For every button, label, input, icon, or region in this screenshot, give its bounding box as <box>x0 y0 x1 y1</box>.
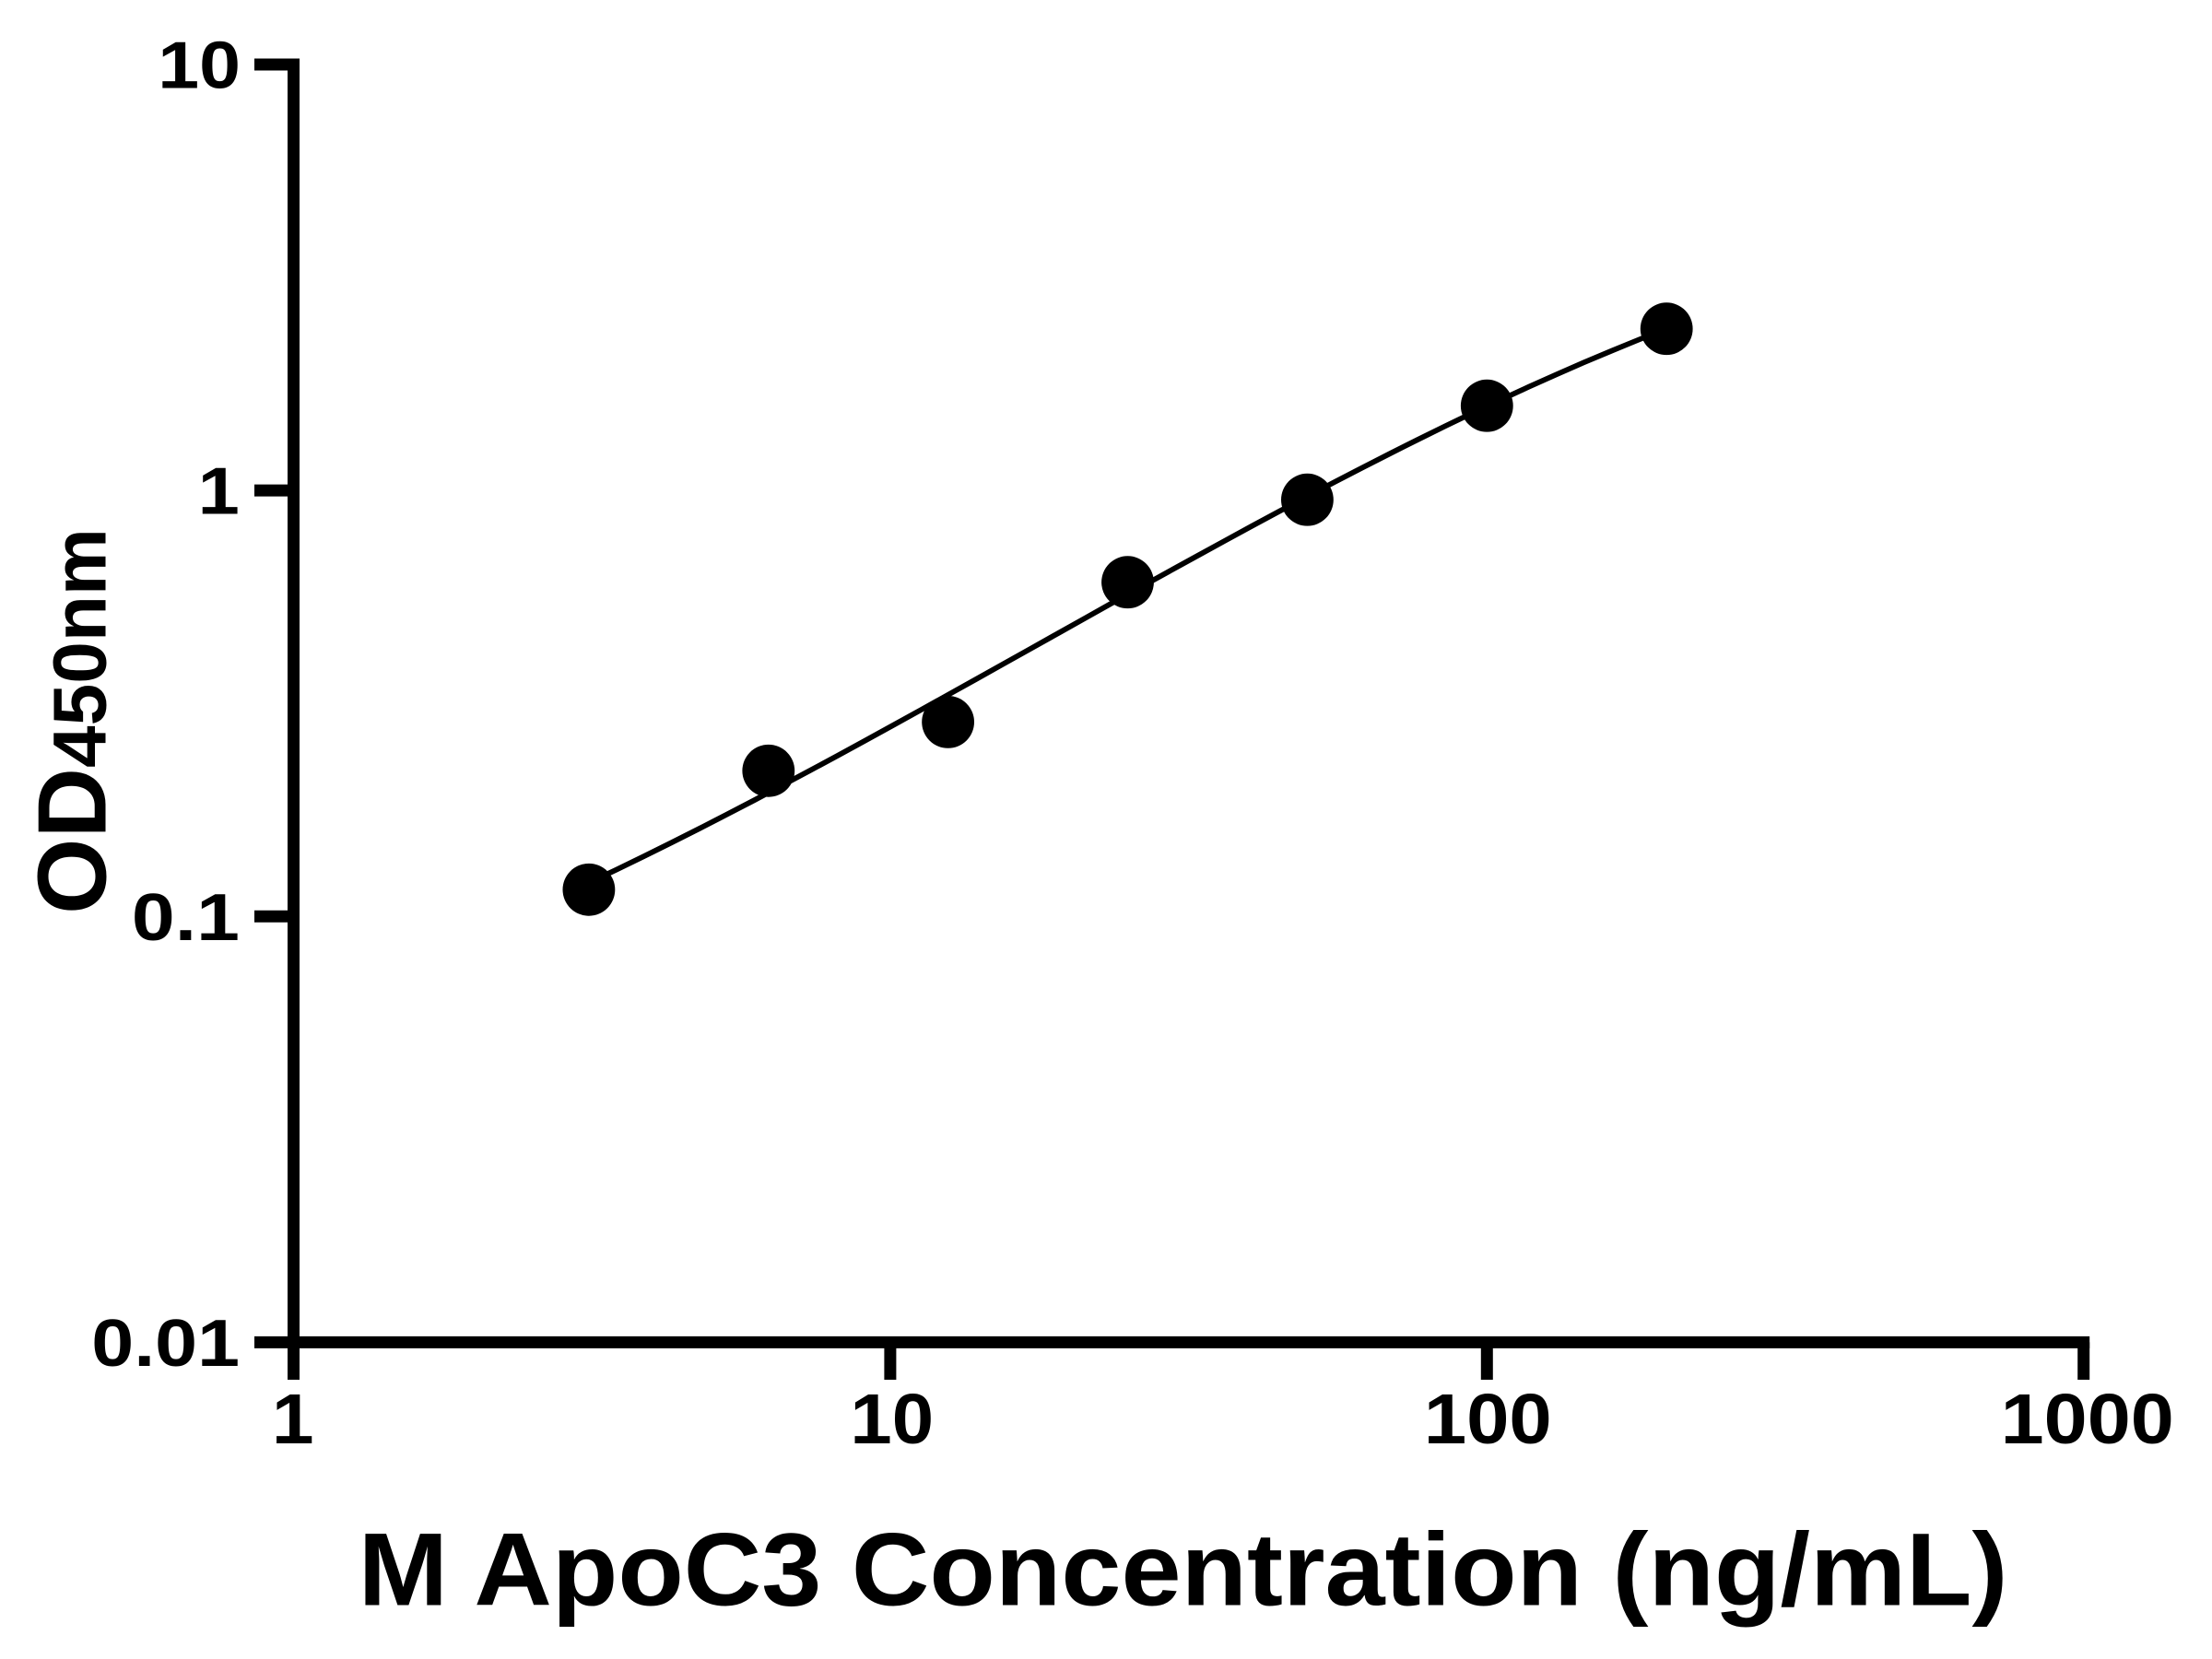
svg-text:0.01: 0.01 <box>91 1307 240 1381</box>
svg-text:1: 1 <box>198 455 240 529</box>
svg-text:1000: 1000 <box>2001 1380 2174 1459</box>
svg-text:100: 100 <box>1424 1380 1552 1459</box>
svg-text:M ApoC3 Concentration (ng/mL): M ApoC3 Concentration (ng/mL) <box>359 1512 2008 1628</box>
svg-text:0.1: 0.1 <box>132 881 240 955</box>
svg-text:10: 10 <box>158 29 241 103</box>
svg-text:10: 10 <box>850 1380 934 1459</box>
svg-text:1: 1 <box>272 1380 314 1459</box>
